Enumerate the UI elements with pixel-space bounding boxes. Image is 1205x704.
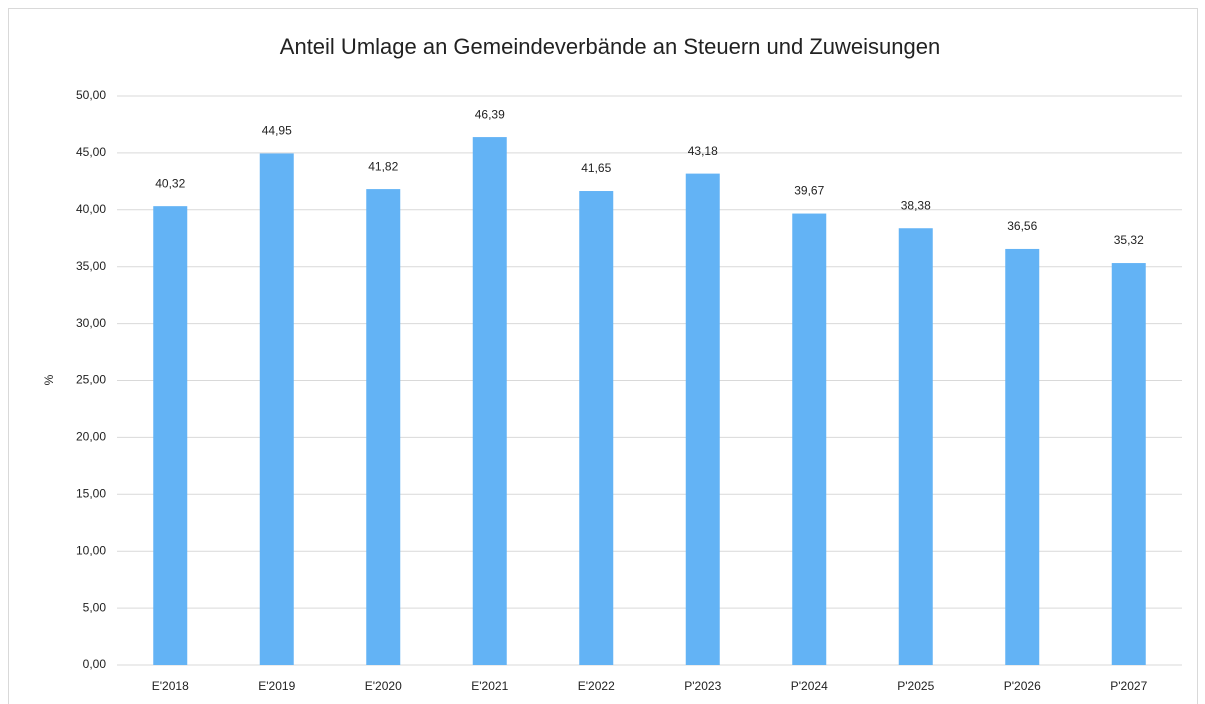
data-label: 36,56 bbox=[1007, 219, 1037, 233]
x-tick-label: P'2023 bbox=[684, 679, 721, 693]
y-axis-label: % bbox=[42, 374, 56, 385]
x-tick-label: P'2026 bbox=[1004, 679, 1041, 693]
bar bbox=[366, 189, 401, 666]
bar bbox=[898, 228, 933, 665]
y-tick-label: 0,00 bbox=[83, 657, 107, 671]
y-tick-label: 50,00 bbox=[76, 88, 106, 102]
chart-title: Anteil Umlage an Gemeindeverbände an Ste… bbox=[280, 34, 940, 59]
x-tick-label: P'2025 bbox=[897, 679, 934, 693]
y-tick-label: 45,00 bbox=[76, 145, 106, 159]
x-tick-label: E'2018 bbox=[152, 679, 189, 693]
y-tick-label: 40,00 bbox=[76, 202, 106, 216]
data-label: 39,67 bbox=[794, 184, 824, 198]
bar bbox=[792, 213, 827, 665]
data-label: 38,38 bbox=[901, 198, 931, 212]
data-label: 41,65 bbox=[581, 161, 611, 175]
data-label: 43,18 bbox=[688, 144, 718, 158]
y-tick-label: 10,00 bbox=[76, 543, 106, 557]
bar bbox=[153, 206, 188, 666]
y-tick-label: 5,00 bbox=[83, 600, 107, 614]
bar bbox=[1005, 248, 1040, 665]
y-tick-label: 30,00 bbox=[76, 316, 106, 330]
bar bbox=[1111, 263, 1146, 665]
x-tick-label: E'2020 bbox=[365, 679, 402, 693]
bar bbox=[259, 153, 294, 665]
x-tick-label: E'2022 bbox=[578, 679, 615, 693]
y-tick-label: 20,00 bbox=[76, 430, 106, 444]
data-label: 40,32 bbox=[155, 176, 185, 190]
y-tick-label: 25,00 bbox=[76, 373, 106, 387]
data-label: 35,32 bbox=[1114, 233, 1144, 247]
bar bbox=[685, 173, 720, 665]
x-tick-label: P'2027 bbox=[1110, 679, 1147, 693]
bar bbox=[579, 191, 614, 665]
bar bbox=[472, 137, 507, 666]
data-label: 44,95 bbox=[262, 124, 292, 138]
y-tick-label: 15,00 bbox=[76, 486, 106, 500]
x-tick-label: E'2021 bbox=[471, 679, 508, 693]
data-label: 41,82 bbox=[368, 159, 398, 173]
x-tick-label: E'2019 bbox=[258, 679, 295, 693]
data-label: 46,39 bbox=[475, 107, 505, 121]
x-tick-label: P'2024 bbox=[791, 679, 828, 693]
y-tick-label: 35,00 bbox=[76, 259, 106, 273]
